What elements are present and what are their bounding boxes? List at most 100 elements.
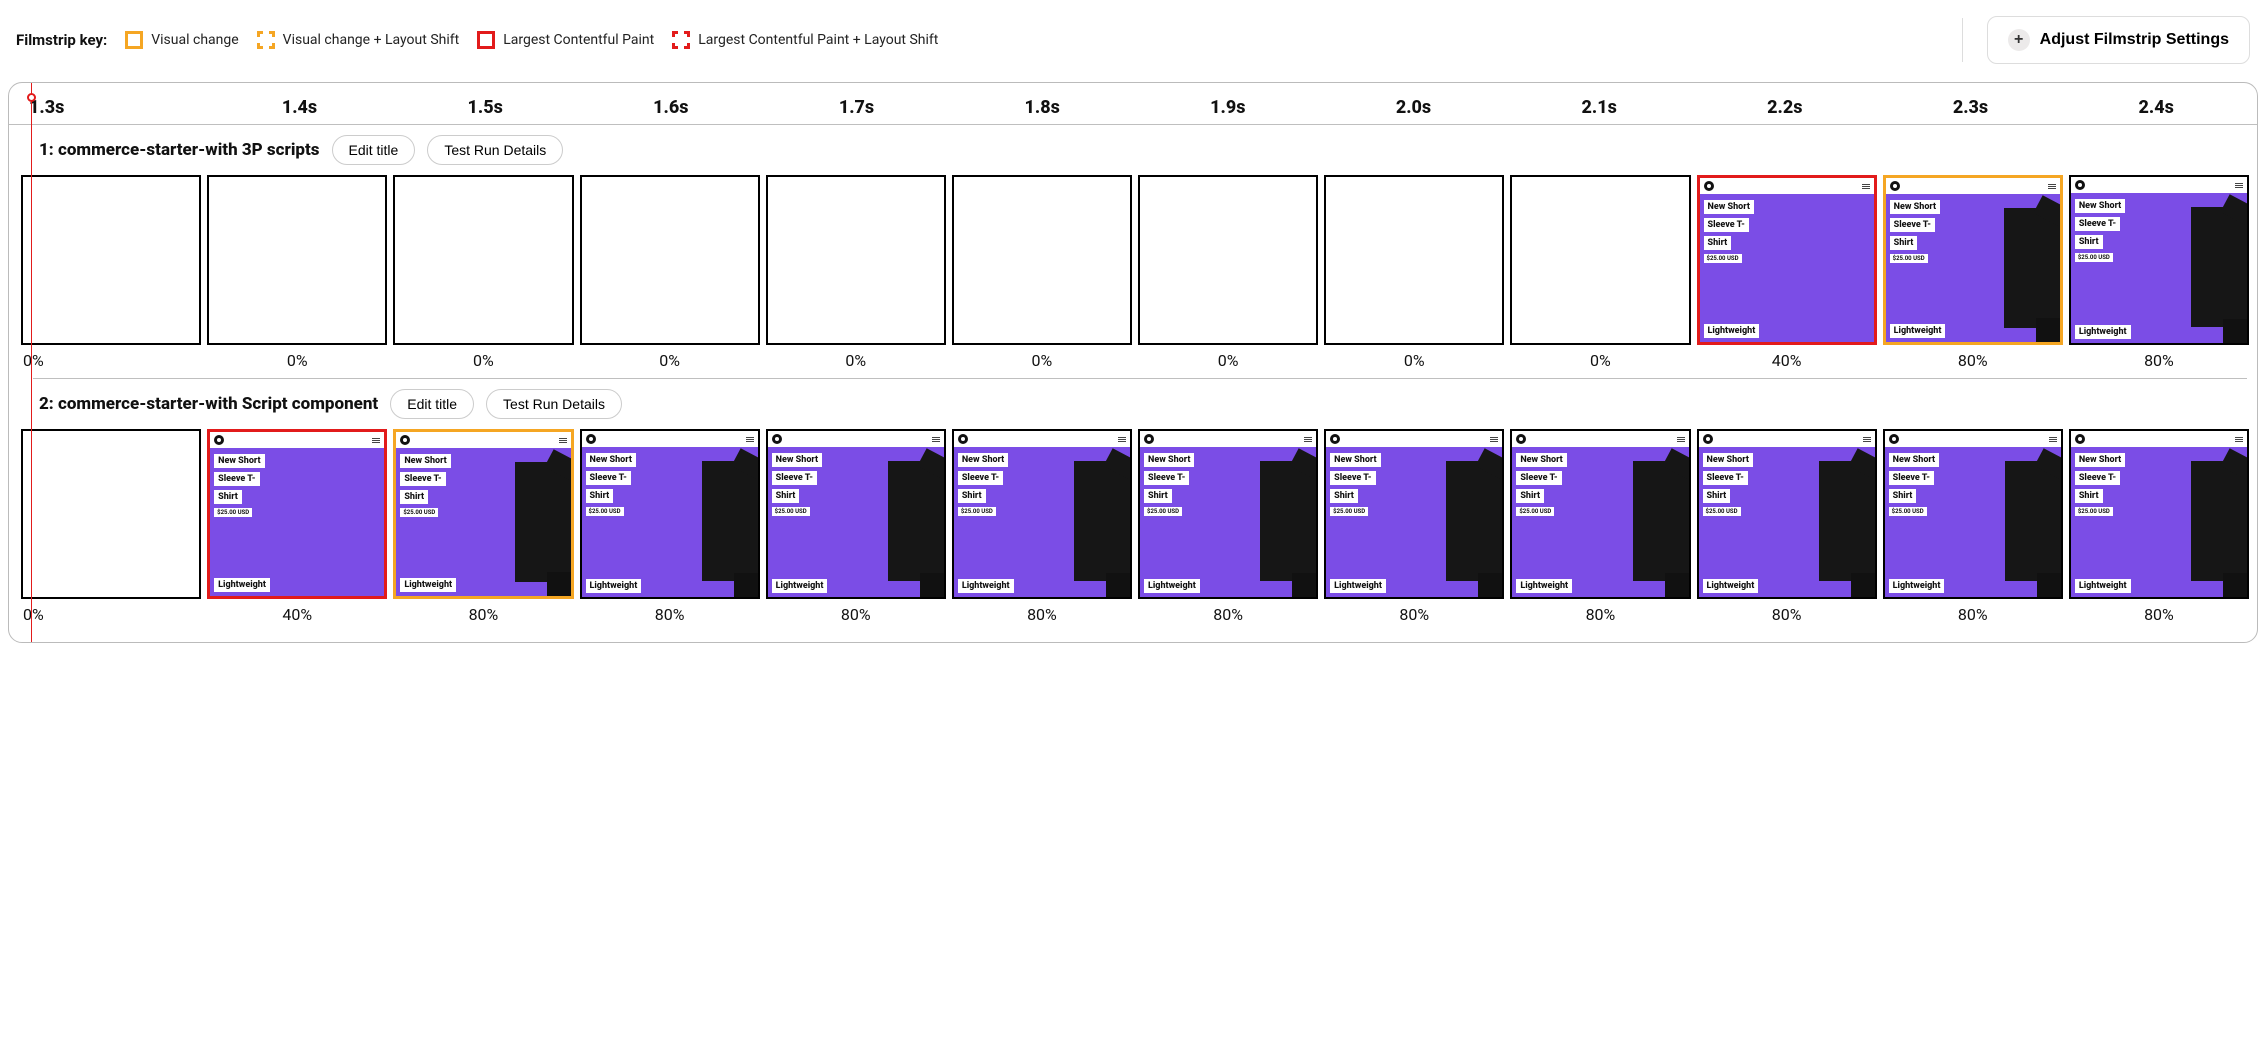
menu-icon [746,437,754,442]
legend-label: Largest Contentful Paint [503,32,654,48]
frame-box [21,429,201,599]
filmstrip-frame[interactable]: 0% [21,429,201,624]
test-run-details-button[interactable]: Test Run Details [486,389,622,419]
logo-icon [400,435,410,445]
toolbar-right: + Adjust Filmstrip Settings [1962,16,2250,64]
filmstrip-frame[interactable]: 0% [21,175,201,370]
menu-icon [1677,437,1685,442]
frame-box: New Short Sleeve T- Shirt $25.00 USD Lig… [766,429,946,599]
filmstrip-frame[interactable]: New Short Sleeve T- Shirt $25.00 USD Lig… [1883,175,2063,370]
frame-percent: 0% [1324,345,1504,370]
playhead-line [31,83,32,642]
frame-box: New Short Sleeve T- Shirt $25.00 USD Lig… [1138,429,1318,599]
legend-item-visual-change: Visual change [125,31,238,49]
menu-icon [932,437,940,442]
menu-icon [559,438,567,443]
frame-percent: 80% [580,599,760,624]
frame-box: New Short Sleeve T- Shirt $25.00 USD Lig… [207,429,387,599]
frame-percent: 0% [1138,345,1318,370]
filmstrip-frame[interactable]: New Short Sleeve T- Shirt $25.00 USD Lig… [2069,429,2249,624]
frame-box: New Short Sleeve T- Shirt $25.00 USD Lig… [2069,175,2249,345]
playhead-handle[interactable] [27,93,36,102]
timeline-tick: 1.4s [207,97,393,118]
filmstrip-frame[interactable]: New Short Sleeve T- Shirt $25.00 USD Lig… [1510,429,1690,624]
menu-icon [1118,437,1126,442]
filmstrip-frame[interactable]: 0% [952,175,1132,370]
edit-title-button[interactable]: Edit title [332,135,416,165]
frame-percent: 0% [1510,345,1690,370]
logo-icon [214,435,224,445]
swatch-icon [672,31,690,49]
timeline-tick: 1.7s [764,97,950,118]
filmstrip-frame[interactable]: New Short Sleeve T- Shirt $25.00 USD Lig… [1697,175,1877,370]
logo-icon [958,434,968,444]
filmstrip-frame[interactable]: New Short Sleeve T- Shirt $25.00 USD Lig… [1138,429,1318,624]
frame-thumbnail: New Short Sleeve T- Shirt $25.00 USD Lig… [1700,178,1874,342]
frame-box: New Short Sleeve T- Shirt $25.00 USD Lig… [1883,429,2063,599]
menu-icon [1863,437,1871,442]
frame-percent: 0% [21,599,201,624]
menu-icon [372,438,380,443]
filmstrip-frame[interactable]: New Short Sleeve T- Shirt $25.00 USD Lig… [393,429,573,624]
frame-percent: 0% [21,345,201,370]
frame-thumbnail: New Short Sleeve T- Shirt $25.00 USD Lig… [1140,431,1316,597]
menu-icon [1862,184,1870,189]
filmstrip-frame[interactable]: New Short Sleeve T- Shirt $25.00 USD Lig… [1883,429,2063,624]
frame-thumbnail: New Short Sleeve T- Shirt $25.00 USD Lig… [768,431,944,597]
menu-icon [2048,184,2056,189]
legend: Filmstrip key: Visual change Visual chan… [16,31,938,49]
test-run-details-button[interactable]: Test Run Details [427,135,563,165]
strip-header: 1: commerce-starter-with 3P scripts Edit… [9,125,2257,175]
timeline-row: 1.3s1.4s1.5s1.6s1.7s1.8s1.9s2.0s2.1s2.2s… [9,83,2257,125]
menu-icon [1490,437,1498,442]
filmstrip-row: 0%0%0%0%0%0%0%0%0% New Short Sleeve T- S… [9,175,2257,370]
filmstrip-panel: 1.3s1.4s1.5s1.6s1.7s1.8s1.9s2.0s2.1s2.2s… [8,82,2258,643]
frame-box [580,175,760,345]
logo-icon [1890,181,1900,191]
filmstrip-frame[interactable]: New Short Sleeve T- Shirt $25.00 USD Lig… [766,429,946,624]
menu-icon [2235,183,2243,188]
legend-label: Visual change + Layout Shift [283,32,460,48]
frame-box [1324,175,1504,345]
frame-percent: 80% [1138,599,1318,624]
filmstrip-frame[interactable]: 0% [1138,175,1318,370]
adjust-button-label: Adjust Filmstrip Settings [2040,31,2229,49]
frame-percent: 0% [207,345,387,370]
frame-percent: 40% [1697,345,1877,370]
filmstrip-frame[interactable]: New Short Sleeve T- Shirt $25.00 USD Lig… [952,429,1132,624]
filmstrip-frame[interactable]: New Short Sleeve T- Shirt $25.00 USD Lig… [2069,175,2249,370]
filmstrip-frame[interactable]: New Short Sleeve T- Shirt $25.00 USD Lig… [580,429,760,624]
frame-percent: 80% [952,599,1132,624]
filmstrip-frame[interactable]: New Short Sleeve T- Shirt $25.00 USD Lig… [1697,429,1877,624]
frame-box: New Short Sleeve T- Shirt $25.00 USD Lig… [1510,429,1690,599]
frame-box [952,175,1132,345]
timeline-tick: 2.4s [2063,97,2249,118]
frame-percent: 80% [1697,599,1877,624]
filmstrip-frame[interactable]: 0% [766,175,946,370]
edit-title-button[interactable]: Edit title [390,389,474,419]
frame-thumbnail: New Short Sleeve T- Shirt $25.00 USD Lig… [1885,431,2061,597]
filmstrip-frame[interactable]: 0% [1510,175,1690,370]
timeline-tick: 2.1s [1506,97,1692,118]
swatch-icon [477,31,495,49]
frame-percent: 80% [393,599,573,624]
strip-title: 1: commerce-starter-with 3P scripts [39,140,320,160]
filmstrip-frame[interactable]: 0% [393,175,573,370]
frame-thumbnail: New Short Sleeve T- Shirt $25.00 USD Lig… [582,431,758,597]
frame-percent: 80% [2069,599,2249,624]
swatch-icon [257,31,275,49]
strip-title: 2: commerce-starter-with Script componen… [39,394,378,414]
frame-box [393,175,573,345]
plus-icon: + [2008,29,2030,51]
adjust-filmstrip-button[interactable]: + Adjust Filmstrip Settings [1987,16,2250,64]
timeline-tick: 2.0s [1321,97,1507,118]
filmstrip-frame[interactable]: 0% [1324,175,1504,370]
filmstrip-frame[interactable]: New Short Sleeve T- Shirt $25.00 USD Lig… [1324,429,1504,624]
frame-percent: 80% [1324,599,1504,624]
filmstrip-frame[interactable]: 0% [207,175,387,370]
filmstrip-frame[interactable]: New Short Sleeve T- Shirt $25.00 USD Lig… [207,429,387,624]
filmstrip-frame[interactable]: 0% [580,175,760,370]
frame-thumbnail: New Short Sleeve T- Shirt $25.00 USD Lig… [1699,431,1875,597]
menu-icon [2049,437,2057,442]
frame-box [766,175,946,345]
